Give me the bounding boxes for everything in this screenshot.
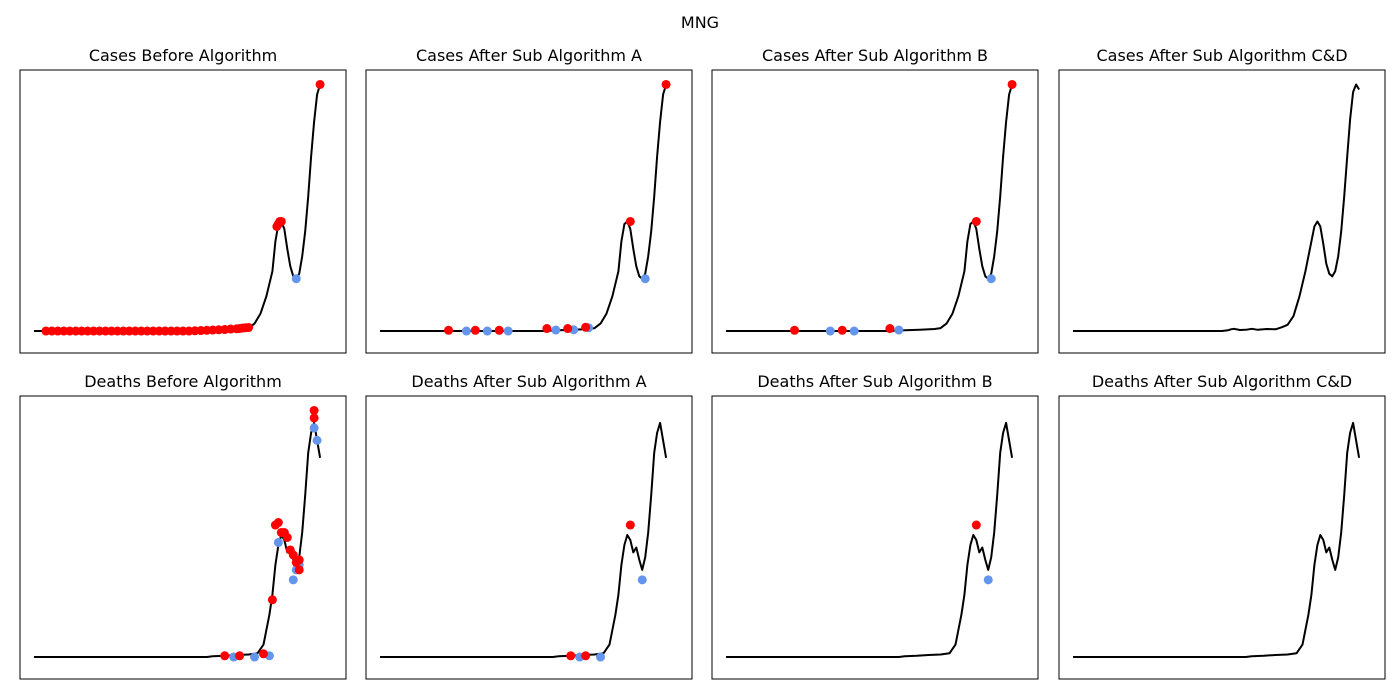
plot-frame (365, 69, 693, 354)
panel-title: Cases Before Algorithm (89, 46, 277, 65)
plot-frame (711, 395, 1039, 680)
trough-marker (312, 435, 322, 445)
peak-marker (282, 533, 292, 542)
peak-marker (444, 325, 454, 335)
series-line (726, 83, 1016, 332)
peak-marker (837, 325, 847, 335)
peak-marker (273, 518, 283, 528)
trough-marker (637, 575, 647, 585)
panel-5: Deaths Before Algorithm (19, 372, 347, 680)
trough-marker (503, 326, 513, 336)
peak-marker (625, 216, 635, 226)
peak-marker (276, 216, 286, 226)
peak-marker (309, 413, 319, 423)
peak-marker (470, 325, 480, 335)
peak-marker (309, 405, 319, 415)
peak-marker (661, 79, 671, 89)
peak-marker (625, 520, 635, 530)
peak-marker (294, 565, 304, 575)
panel-title: Deaths Before Algorithm (84, 372, 282, 391)
panel-title: Deaths After Sub Algorithm C&D (1092, 372, 1352, 391)
peak-marker (542, 324, 552, 334)
peak-marker (288, 550, 298, 560)
peak-marker (315, 79, 325, 89)
series-line (1073, 421, 1361, 658)
series-line (1073, 83, 1360, 332)
panel-title: Cases After Sub Algorithm A (416, 46, 642, 65)
panel-3: Cases After Sub Algorithm B (711, 46, 1039, 354)
trough-marker (288, 575, 298, 585)
trough-marker (986, 274, 996, 284)
trough-marker (983, 575, 993, 585)
panel-title: Cases After Sub Algorithm B (762, 46, 988, 65)
trough-marker (250, 652, 260, 662)
peak-marker (581, 322, 591, 332)
trough-marker (309, 423, 319, 433)
peak-marker (41, 326, 51, 336)
peak-marker (294, 555, 304, 565)
peak-marker (494, 325, 504, 335)
panel-1: Cases Before Algorithm (19, 46, 347, 354)
plot-frame (19, 395, 347, 680)
peak-marker (235, 651, 245, 661)
panel-7: Deaths After Sub Algorithm B (711, 372, 1039, 680)
panels: Cases Before Algorithm Cases After Sub Al… (19, 46, 1386, 680)
plot-frame (711, 69, 1039, 354)
peak-marker (563, 324, 573, 334)
peak-marker (1007, 79, 1017, 89)
peak-marker (971, 520, 981, 530)
plot-frame (365, 395, 693, 680)
panel-8: Deaths After Sub Algorithm C&D (1058, 372, 1386, 680)
peak-marker (258, 649, 268, 659)
trough-marker (291, 274, 301, 284)
panel-2: Cases After Sub Algorithm A (365, 46, 693, 354)
peak-marker (581, 651, 591, 661)
panel-4: Cases After Sub Algorithm C&D (1058, 46, 1386, 354)
peak-marker (790, 325, 800, 335)
peak-marker (885, 324, 895, 334)
peak-marker (971, 216, 981, 226)
trough-marker (273, 537, 283, 547)
peak-marker (220, 651, 230, 661)
trough-marker (825, 326, 835, 336)
trough-marker (482, 326, 492, 336)
peak-marker (267, 595, 277, 605)
series-line (380, 421, 668, 658)
plot-frame (19, 69, 347, 354)
panel-title: Cases After Sub Algorithm C&D (1096, 46, 1347, 65)
panel-title: Deaths After Sub Algorithm A (411, 372, 646, 391)
trough-marker (894, 325, 904, 335)
figure-suptitle: MNG (681, 13, 719, 32)
trough-marker (551, 325, 561, 335)
series-line (726, 421, 1014, 658)
trough-marker (640, 274, 650, 284)
plot-frame (1058, 69, 1386, 354)
plot-frame (1058, 395, 1386, 680)
trough-marker (849, 326, 859, 336)
peak-marker (566, 651, 576, 661)
trough-marker (596, 652, 606, 662)
panel-6: Deaths After Sub Algorithm A (365, 372, 693, 680)
panel-title: Deaths After Sub Algorithm B (757, 372, 992, 391)
trough-marker (461, 326, 471, 336)
series-line (380, 83, 670, 332)
